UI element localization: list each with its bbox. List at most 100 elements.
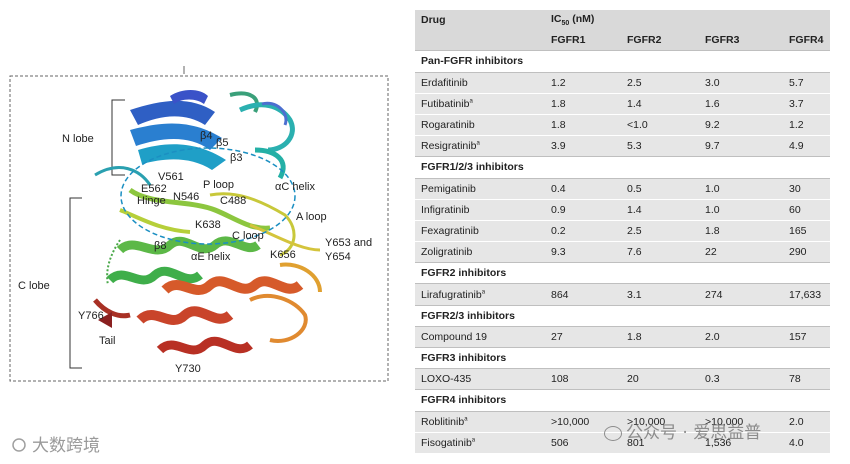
ic50-value-cell: >10,000 <box>545 410 621 433</box>
ic50-value-cell: 274 <box>699 283 783 306</box>
group-name: FGFR3 inhibitors <box>415 346 830 369</box>
table-group-row: FGFR1/2/3 inhibitors <box>415 156 830 178</box>
ic50-value-cell: 9.3 <box>545 241 621 263</box>
protein-ribbon <box>93 90 322 355</box>
table-body: Pan-FGFR inhibitors Erdafitinib 1.2 2.5 3.0 5… <box>415 50 830 453</box>
group-name: FGFR1/2/3 inhibitors <box>415 156 830 178</box>
ic50-value-cell: 1.8 <box>545 92 621 115</box>
ic50-value-cell: 2.0 <box>783 410 830 433</box>
drug-name: Rogaratinib <box>421 119 475 132</box>
table-row: Fisogatiniba 506 801 1,536 4.0 <box>415 431 830 453</box>
ic50-value-cell: 1.8 <box>621 325 699 348</box>
label-b5: β5 <box>216 137 228 149</box>
drug-name-cell: Resigratiniba <box>415 135 545 157</box>
watermark-logo-icon <box>12 438 26 452</box>
ic50-value-cell: 2.0 <box>699 325 783 348</box>
ic50-value-cell: 17,633 <box>783 283 830 306</box>
ic50-value-cell: 27 <box>545 325 621 348</box>
footnote-marker: a <box>476 140 480 147</box>
header-fgfr3: FGFR3 <box>699 30 783 51</box>
ic50-value-cell: 2.5 <box>621 71 699 94</box>
ic50-value-cell: 1.8 <box>545 113 621 136</box>
ic50-table: Drug IC50 (nM) FGFR1 FGFR2 FGFR3 FGFR4 P… <box>415 10 830 453</box>
ic50-value-cell: 20 <box>621 368 699 390</box>
drug-name-cell: Pemigatinib <box>415 177 545 200</box>
table-row: Compound 19 27 1.8 2.0 157 <box>415 325 830 348</box>
table-row: LOXO-435 108 20 0.3 78 <box>415 368 830 390</box>
footnote-marker: a <box>471 437 476 444</box>
table-watermark: 公众号 · 爱思益普 <box>604 418 761 443</box>
table-group-row: FGFR4 inhibitors <box>415 389 830 412</box>
table-row: Roblitiniba >10,000 >10,000 >10,000 2.0 <box>415 410 830 433</box>
ic50-value-cell: 4.9 <box>783 135 830 157</box>
c-lobe-bracket <box>69 197 82 369</box>
footnote-marker: a <box>481 289 486 296</box>
ic50-value-cell: 0.3 <box>699 368 783 390</box>
ic50-value-cell: 4.0 <box>783 431 830 453</box>
drug-name-cell: Compound 19 <box>415 325 545 348</box>
ic50-value-cell: 157 <box>783 325 830 348</box>
drug-name-cell: Roblitiniba <box>415 410 545 433</box>
ic50-value-cell: 864 <box>545 283 621 306</box>
table-row: Futibatiniba 1.8 1.4 1.6 3.7 <box>415 92 830 115</box>
ic50-value-cell: 290 <box>783 241 830 263</box>
ic50-value-cell: 165 <box>783 219 830 242</box>
ic50-value-cell: >10,000 <box>621 410 699 433</box>
drug-name: Erdafitinib <box>421 76 468 89</box>
ic50-value-cell: 1.6 <box>699 92 783 115</box>
ic50-table-container: Drug IC50 (nM) FGFR1 FGFR2 FGFR3 FGFR4 P… <box>415 10 830 453</box>
ic50-value-cell: 108 <box>545 368 621 390</box>
ic50-value-cell: >10,000 <box>699 410 783 433</box>
label-y766: Y766 <box>78 310 104 322</box>
drug-name: Compound 19 <box>421 330 487 343</box>
ic50-value-cell: 3.0 <box>699 71 783 94</box>
ic50-value-cell: 1.4 <box>621 198 699 221</box>
header-drug: Drug <box>415 10 545 31</box>
header-fgfr2: FGFR2 <box>621 30 699 51</box>
ic50-value-cell: 3.1 <box>621 283 699 306</box>
label-c488: C488 <box>220 195 246 207</box>
drug-name: Roblitinib <box>421 415 465 428</box>
drug-name: LOXO-435 <box>421 373 472 386</box>
table-row: Resigratiniba 3.9 5.3 9.7 4.9 <box>415 135 830 157</box>
ic50-value-cell: 1.4 <box>621 92 699 115</box>
ic50-value-cell: 1.8 <box>699 219 783 242</box>
table-row: Zoligratinib 9.3 7.6 22 290 <box>415 241 830 263</box>
ic50-value-cell: 1.2 <box>783 113 830 136</box>
header-blank <box>415 30 545 51</box>
ic50-value-cell: 0.5 <box>621 177 699 200</box>
label-y653-line2: Y654 <box>325 251 351 263</box>
ic50-value-cell: 0.4 <box>545 177 621 200</box>
table-group-row: FGFR2 inhibitors <box>415 262 830 284</box>
label-y653-line1: Y653 and <box>325 237 372 249</box>
group-name: FGFR2 inhibitors <box>415 262 830 284</box>
drug-name: Zoligratinib <box>421 246 473 259</box>
ic50-value-cell: 7.6 <box>621 241 699 263</box>
ic50-value-cell: 0.2 <box>545 219 621 242</box>
drug-name-cell: Rogaratinib <box>415 113 545 136</box>
ic50-value-cell: 1.0 <box>699 177 783 200</box>
header-fgfr1: FGFR1 <box>545 30 621 51</box>
group-name: Pan-FGFR inhibitors <box>415 50 830 73</box>
ic50-value-cell: 22 <box>699 241 783 263</box>
drug-name-cell: Futibatiniba <box>415 92 545 115</box>
label-n-lobe: N lobe <box>62 133 94 145</box>
ic50-value-cell: 5.7 <box>783 71 830 94</box>
label-k656: K656 <box>270 249 296 261</box>
label-n546: N546 <box>173 191 199 203</box>
table-row: Fexagratinib 0.2 2.5 1.8 165 <box>415 219 830 242</box>
label-tail: Tail <box>99 335 116 347</box>
ic50-value-cell: 9.2 <box>699 113 783 136</box>
footnote-marker: a <box>469 98 473 105</box>
ic50-value-cell: <1.0 <box>621 113 699 136</box>
label-a-loop: A loop <box>296 211 327 223</box>
table-row: Erdafitinib 1.2 2.5 3.0 5.7 <box>415 71 830 94</box>
ic50-value-cell: 2.5 <box>621 219 699 242</box>
table-row: Infigratinib 0.9 1.4 1.0 60 <box>415 198 830 221</box>
ic50-value-cell: 9.7 <box>699 135 783 157</box>
binding-pocket-outline <box>120 147 296 245</box>
table-row: Pemigatinib 0.4 0.5 1.0 30 <box>415 177 830 200</box>
table-group-row: FGFR3 inhibitors <box>415 346 830 369</box>
drug-name: Infigratinib <box>421 203 470 216</box>
drug-name: Resigratinib <box>421 140 477 153</box>
